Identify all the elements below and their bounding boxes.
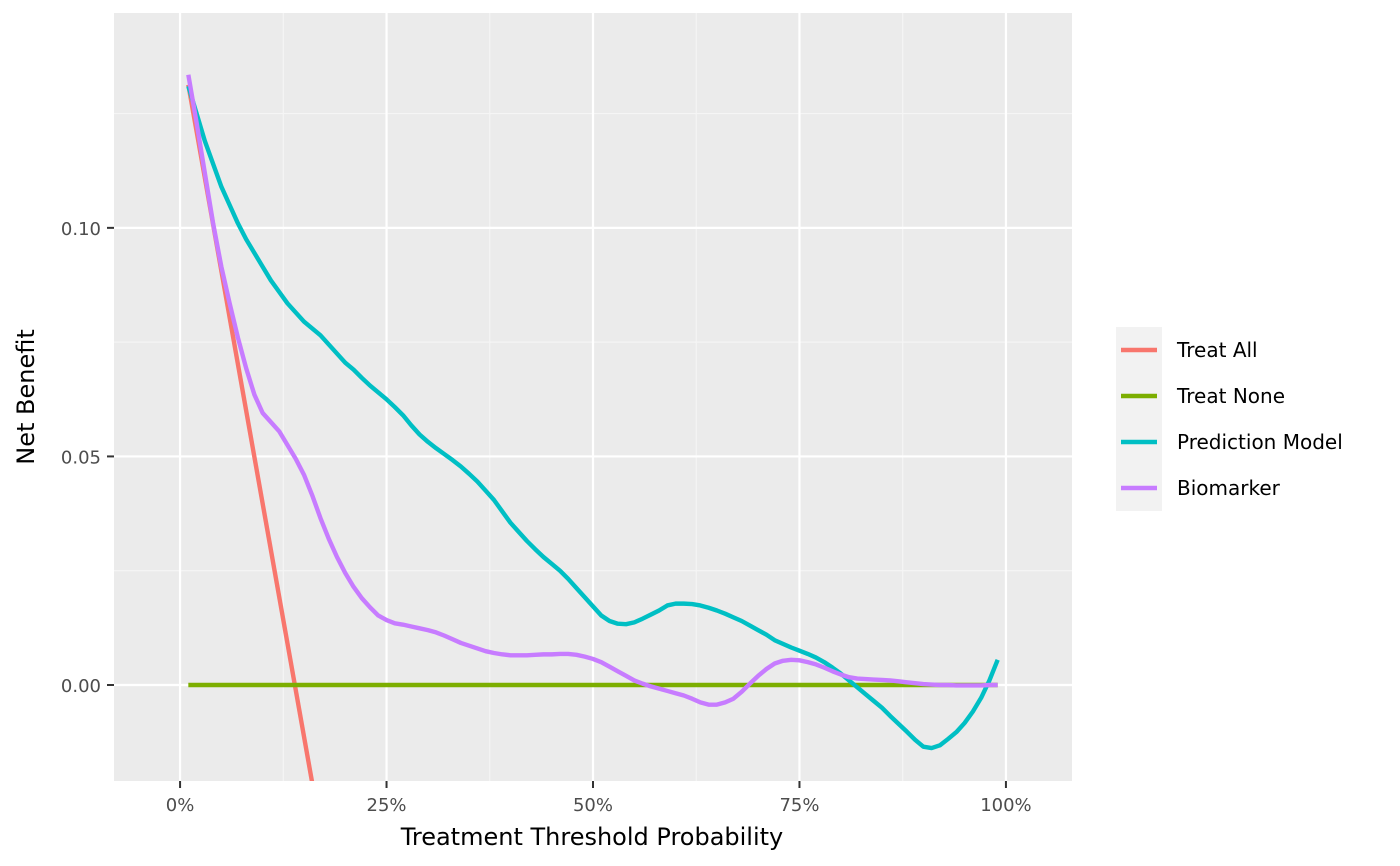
legend-label-prediction-model: Prediction Model [1177, 430, 1343, 454]
y-tick-label: 0.00 [61, 676, 101, 697]
x-tick-label: 50% [573, 795, 613, 816]
series-line-prediction-model [186, 85, 1000, 751]
y-tick-label: 0.05 [61, 447, 101, 468]
x-tick-label: 25% [367, 795, 407, 816]
x-tick-label: 0% [166, 795, 195, 816]
y-tick-label: 0.10 [61, 219, 101, 240]
legend-label-biomarker: Biomarker [1177, 476, 1281, 500]
series-lines [186, 74, 1000, 781]
x-tick-label: 75% [779, 795, 819, 816]
legend-label-treat-all: Treat All [1176, 338, 1258, 362]
x-tick-label: 100% [980, 795, 1031, 816]
x-axis-title: Treatment Threshold Probability [400, 823, 784, 851]
legend-label-treat-none: Treat None [1176, 384, 1285, 408]
y-axis-title: Net Benefit [12, 329, 40, 465]
axes: 0% 25% 50% 75% 100% 0.00 0.05 0.10 [61, 219, 1032, 816]
legend: Treat All Treat None Prediction Model Bioma… [1116, 327, 1343, 511]
series-line-biomarker [186, 74, 998, 707]
